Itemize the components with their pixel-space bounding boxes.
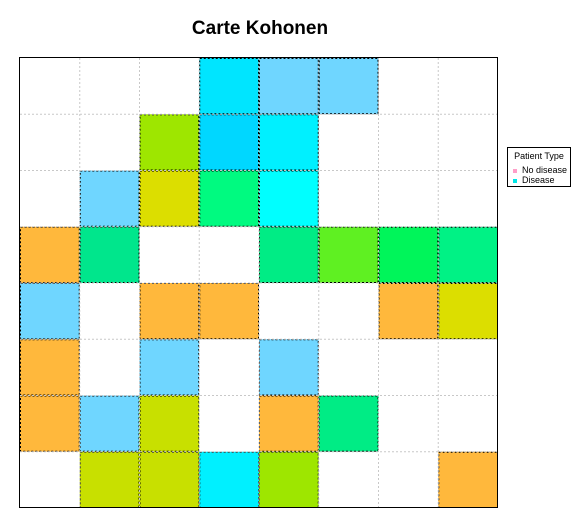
map-cell (79, 395, 140, 452)
map-cell (20, 451, 80, 508)
map-cell (20, 226, 80, 283)
map-cell (378, 114, 439, 171)
map-cell (318, 339, 379, 396)
map-cell (438, 283, 498, 340)
map-cell (79, 58, 140, 115)
legend: Patient Type No disease Disease (507, 147, 571, 187)
map-cell (20, 114, 80, 171)
map-cell (259, 395, 319, 452)
map-cell (318, 58, 379, 115)
map-cell (438, 58, 498, 115)
map-cell (378, 226, 439, 283)
map-cell (79, 226, 140, 283)
map-cell (199, 114, 259, 171)
map-cell (378, 58, 439, 115)
legend-item-disease: Disease (513, 175, 555, 185)
map-cell (259, 226, 319, 283)
legend-item-no-disease: No disease (513, 165, 567, 175)
cells-layer (20, 58, 498, 508)
map-cell (20, 339, 80, 396)
map-cell (199, 339, 259, 396)
map-cell (438, 395, 498, 452)
legend-title: Patient Type (514, 151, 564, 161)
map-cell (438, 451, 498, 508)
chart-title: Carte Kohonen (191, 18, 329, 39)
map-cell (139, 395, 200, 452)
map-cell (199, 226, 259, 283)
map-cell (318, 114, 379, 171)
map-cell (259, 114, 319, 171)
map-cell (438, 114, 498, 171)
map-cell (378, 283, 439, 340)
map-cell (318, 170, 379, 227)
map-cell (259, 58, 319, 115)
map-cell (259, 283, 319, 340)
grid-layer (20, 58, 498, 508)
map-cell (139, 339, 200, 396)
map-cell (79, 339, 140, 396)
plot-border (19, 57, 498, 508)
map-cell (20, 283, 80, 340)
map-cell (378, 170, 439, 227)
map-cell (259, 339, 319, 396)
map-cell (139, 58, 200, 115)
map-cell (378, 395, 439, 452)
legend-label-disease: Disease (522, 175, 555, 185)
map-cell (438, 339, 498, 396)
map-cell (79, 170, 140, 227)
legend-swatch-disease (513, 178, 517, 183)
map-cell (79, 283, 140, 340)
map-cell (199, 58, 259, 115)
legend-label-no-disease: No disease (522, 165, 568, 175)
map-cell (199, 170, 259, 227)
map-cell (318, 283, 379, 340)
map-cell (199, 451, 259, 508)
map-cell (139, 114, 200, 171)
map-cell (139, 226, 200, 283)
map-cell (318, 451, 379, 508)
map-cell (139, 451, 200, 508)
map-cell (20, 58, 80, 115)
map-cell (20, 170, 80, 227)
map-cell (259, 451, 319, 508)
map-cell (438, 170, 498, 227)
legend-swatch-no-disease (513, 168, 517, 173)
map-cell (20, 395, 80, 452)
map-cell (139, 283, 200, 340)
map-cell (318, 226, 379, 283)
map-cell (79, 114, 140, 171)
map-cell (79, 451, 140, 508)
map-cell (199, 395, 259, 452)
map-cell (378, 339, 439, 396)
map-cell (259, 170, 319, 227)
map-cell (139, 170, 200, 227)
map-cell (199, 283, 259, 340)
map-cell (438, 226, 498, 283)
map-cell (378, 451, 439, 508)
map-cell (318, 395, 379, 452)
